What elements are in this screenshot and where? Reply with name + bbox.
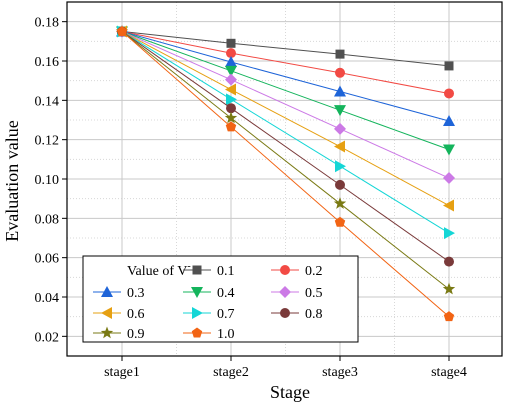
legend-marker [280, 265, 290, 275]
series-line [121, 31, 450, 290]
data-point [225, 73, 237, 86]
legend-label: 0.1 [217, 264, 235, 279]
legend-item-0-1: 0.1 [183, 264, 235, 279]
legend-box [82, 255, 359, 343]
series-line [121, 31, 450, 263]
x-tick-label: stage1 [104, 365, 140, 380]
series-0-2 [117, 26, 454, 99]
legend-item-0-8: 0.8 [271, 307, 323, 322]
data-point [225, 121, 237, 132]
series-line [121, 31, 450, 206]
x-tick-label: stage4 [431, 365, 467, 380]
series-line [121, 31, 450, 94]
legend-item-0-5: 0.5 [271, 286, 323, 301]
legend-label: 0.3 [127, 286, 145, 301]
legend-label: 1.0 [217, 327, 235, 342]
legend-item-0-9: 0.9 [93, 326, 145, 342]
data-point [334, 216, 346, 227]
legend-marker [192, 307, 203, 319]
data-point [444, 227, 455, 240]
series-line [121, 31, 450, 67]
y-tick-label: 0.10 [35, 173, 60, 188]
data-point [334, 105, 346, 117]
data-point [225, 83, 236, 96]
series-line [121, 31, 450, 234]
x-tick-label: stage3 [322, 365, 358, 380]
y-tick-label: 0.04 [35, 291, 60, 306]
legend-label: 0.7 [217, 307, 235, 322]
legend-marker [101, 286, 113, 297]
legend-marker [280, 308, 290, 318]
legend-label: 0.6 [127, 307, 145, 322]
data-point [226, 103, 236, 114]
x-axis-title: Stage [270, 382, 310, 402]
y-tick-label: 0.14 [35, 94, 60, 109]
data-point [226, 38, 236, 48]
data-point [335, 160, 346, 173]
series-line [121, 31, 450, 179]
data-point [443, 114, 455, 126]
data-point [226, 93, 237, 106]
legend-label: 0.9 [127, 327, 145, 342]
legend-item-0-7: 0.7 [183, 307, 235, 322]
legend-label: 0.8 [305, 307, 323, 322]
legend-marker [191, 287, 203, 298]
data-point [335, 67, 345, 78]
data-point [116, 26, 128, 36]
data-point [442, 282, 456, 295]
legend-title: Value of V- [127, 261, 191, 279]
legend: Value of V- 0.1 0.2 0.3 0.4 0.5 0.6 0.7 0.8 0.9 1.… [82, 255, 359, 343]
y-tick-label: 0.02 [35, 330, 60, 345]
legend-label: 0.5 [305, 286, 323, 301]
data-point [335, 49, 345, 59]
data-point [333, 197, 347, 209]
y-tick-label: 0.06 [35, 252, 60, 267]
legend-marker [101, 307, 112, 319]
legend-label: 0.4 [217, 286, 235, 301]
data-point [443, 311, 455, 322]
data-point [225, 65, 237, 77]
series-0-7 [117, 25, 455, 240]
y-axis-title: Evaluation value [2, 120, 22, 241]
y-tick-label: 0.18 [35, 16, 60, 31]
y-tick-label: 0.16 [35, 55, 60, 70]
legend-marker [191, 327, 203, 338]
data-point [226, 48, 236, 59]
data-point [443, 199, 454, 212]
series-layer [115, 25, 456, 322]
data-point [334, 140, 345, 153]
data-point [225, 55, 237, 67]
data-point [444, 88, 454, 99]
data-point [443, 144, 455, 156]
legend-marker [100, 326, 114, 339]
series-0-4 [116, 26, 455, 156]
legend-item-0-6: 0.6 [93, 307, 145, 322]
data-point [334, 122, 346, 135]
data-point [334, 85, 346, 97]
legend-label: 0.2 [305, 264, 323, 279]
legend-item-0-3: 0.3 [93, 286, 145, 301]
data-point [443, 172, 455, 185]
legend-marker [192, 265, 202, 275]
data-point [224, 111, 238, 124]
data-point [444, 61, 454, 71]
data-point [444, 256, 454, 267]
x-tick-label: stage2 [213, 365, 249, 380]
legend-item-1-0: 1.0 [183, 327, 235, 342]
series-line [121, 31, 450, 318]
series-line [121, 31, 450, 122]
y-tick-label: 0.12 [35, 134, 60, 149]
data-point [335, 179, 345, 190]
legend-marker [279, 286, 291, 298]
legend-item-0-4: 0.4 [183, 286, 235, 301]
legend-item-0-2: 0.2 [271, 264, 323, 279]
series-1-0 [116, 26, 455, 322]
axes: 0.02 0.04 0.06 0.08 0.10 0.12 0.14 0.16 0.18 stag… [35, 1, 503, 380]
y-tick-label: 0.08 [35, 212, 60, 227]
series-line [121, 31, 450, 150]
